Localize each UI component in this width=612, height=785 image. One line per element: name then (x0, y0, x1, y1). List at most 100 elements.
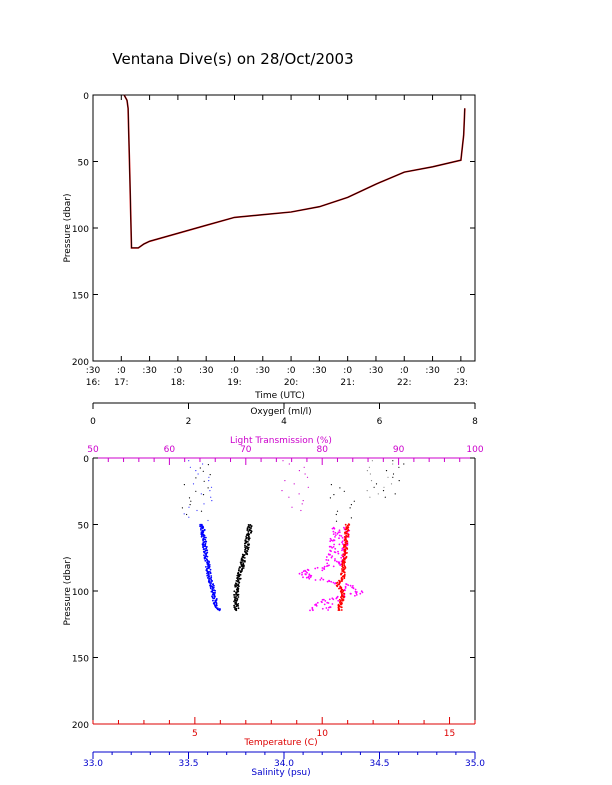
profile-point-sparse (392, 476, 394, 478)
profile-point-light (359, 592, 362, 595)
profile-point-salinity (209, 572, 212, 575)
profile-point-oxygen (240, 565, 243, 567)
profile-point-oxygen (239, 561, 242, 564)
temperature-tick-label: 15 (444, 729, 455, 739)
profile-point-temperature (341, 580, 343, 583)
oxygen-tick-label: 2 (186, 417, 192, 427)
profile-point-oxygen (247, 538, 250, 541)
profile-point-light (325, 607, 328, 609)
profile-point-light (326, 562, 329, 565)
profile-point-sparse (208, 476, 210, 478)
profile-point-light (338, 531, 341, 534)
profile-point-sparse (281, 490, 283, 492)
profile-point-light (334, 547, 337, 550)
profile-point-sparse (195, 470, 197, 472)
profile-point-temperature (346, 542, 348, 545)
profile-point-light (305, 570, 307, 573)
profile-point-sparse (373, 486, 375, 488)
profile-point-salinity (213, 603, 216, 605)
x-tick-label: :0 (400, 366, 409, 376)
profile-point-sparse (183, 484, 185, 486)
profile-point-light (330, 550, 332, 553)
profile-point-light (328, 606, 330, 609)
profile-point-salinity (207, 565, 209, 567)
pressure-trace (123, 94, 466, 249)
profile-point-light (308, 577, 311, 580)
profile-point-oxygen (240, 559, 243, 561)
profile-point-oxygen (239, 578, 241, 580)
profile-point-temperature (341, 578, 344, 581)
temperature-tick-label: 10 (316, 729, 328, 739)
profile-point-temperature (343, 564, 346, 567)
x-tick-label: 17: (114, 378, 128, 388)
profile-point-salinity (200, 528, 202, 531)
profile-point-light (325, 559, 328, 561)
x-tick-label: 18: (171, 378, 185, 388)
profile-point-light (352, 585, 354, 587)
profile-point-light (337, 550, 339, 553)
profile-point-oxygen (244, 546, 247, 549)
x-tick-label: :0 (174, 366, 183, 376)
y-axis-label: Pressure (dbar) (63, 194, 73, 263)
profile-point-light (334, 551, 337, 554)
profile-point-light (324, 600, 327, 602)
profile-point-light (340, 556, 343, 559)
profile-point-oxygen (233, 590, 236, 593)
profile-point-light (338, 529, 341, 532)
x-tick-label: :0 (343, 366, 352, 376)
profile-point-light (327, 609, 329, 611)
profile-point-salinity (208, 561, 211, 563)
profile-point-salinity (203, 554, 205, 557)
profile-point-temperature (343, 562, 345, 565)
profile-point-salinity (213, 584, 215, 587)
profile-point-sparse (200, 493, 202, 495)
profile-point-oxygen (247, 541, 249, 543)
profile-point-sparse (300, 509, 302, 512)
profile-point-sparse (339, 487, 341, 489)
profile-point-salinity (203, 551, 206, 554)
profile-point-light (328, 579, 330, 582)
profile-point-salinity (199, 523, 202, 526)
profile-point-light (301, 571, 303, 574)
profile-point-oxygen (246, 553, 249, 556)
x-tick-label: :30 (425, 366, 440, 376)
profile-point-light (354, 594, 356, 597)
x-axis-label: Time (UTC) (254, 391, 305, 401)
profile-point-light (340, 535, 343, 537)
profile-point-sparse (392, 460, 394, 462)
profile-point-sparse (403, 463, 405, 465)
profile-point-light (314, 579, 317, 581)
profile-point-sparse (202, 470, 204, 472)
profile-point-sparse (387, 476, 389, 478)
profile-point-sparse (188, 516, 190, 518)
profile-point-light (331, 603, 334, 605)
profile-point-sparse (189, 466, 191, 468)
profile-point-oxygen (244, 542, 246, 545)
profile-point-salinity (205, 536, 207, 539)
profile-point-oxygen (233, 604, 236, 607)
light-tick-label: 80 (316, 445, 328, 455)
profile-point-temperature (338, 587, 340, 590)
profile-point-light (339, 564, 342, 566)
profile-point-sparse (192, 483, 195, 485)
profile-point-salinity (209, 568, 212, 571)
x-tick-label: 23: (454, 378, 468, 388)
profile-point-sparse (343, 490, 345, 492)
x-tick-label: :30 (256, 366, 271, 376)
profile-point-salinity (202, 546, 204, 549)
profile-point-oxygen (238, 581, 241, 584)
profile-point-light (322, 578, 325, 581)
profile-point-salinity (206, 567, 209, 570)
profile-point-sparse (282, 460, 284, 462)
profile-point-light (338, 534, 341, 537)
profile-point-sparse (202, 494, 205, 496)
profile-point-light (338, 562, 341, 565)
profile-point-light (330, 539, 333, 542)
profile-point-salinity (207, 573, 210, 576)
profile-point-light (307, 576, 310, 579)
profile-point-sparse (208, 480, 210, 482)
x-tick-label: 21: (340, 378, 354, 388)
profile-point-light (349, 592, 352, 595)
profile-point-temperature (341, 568, 343, 570)
profile-point-light (328, 598, 331, 601)
